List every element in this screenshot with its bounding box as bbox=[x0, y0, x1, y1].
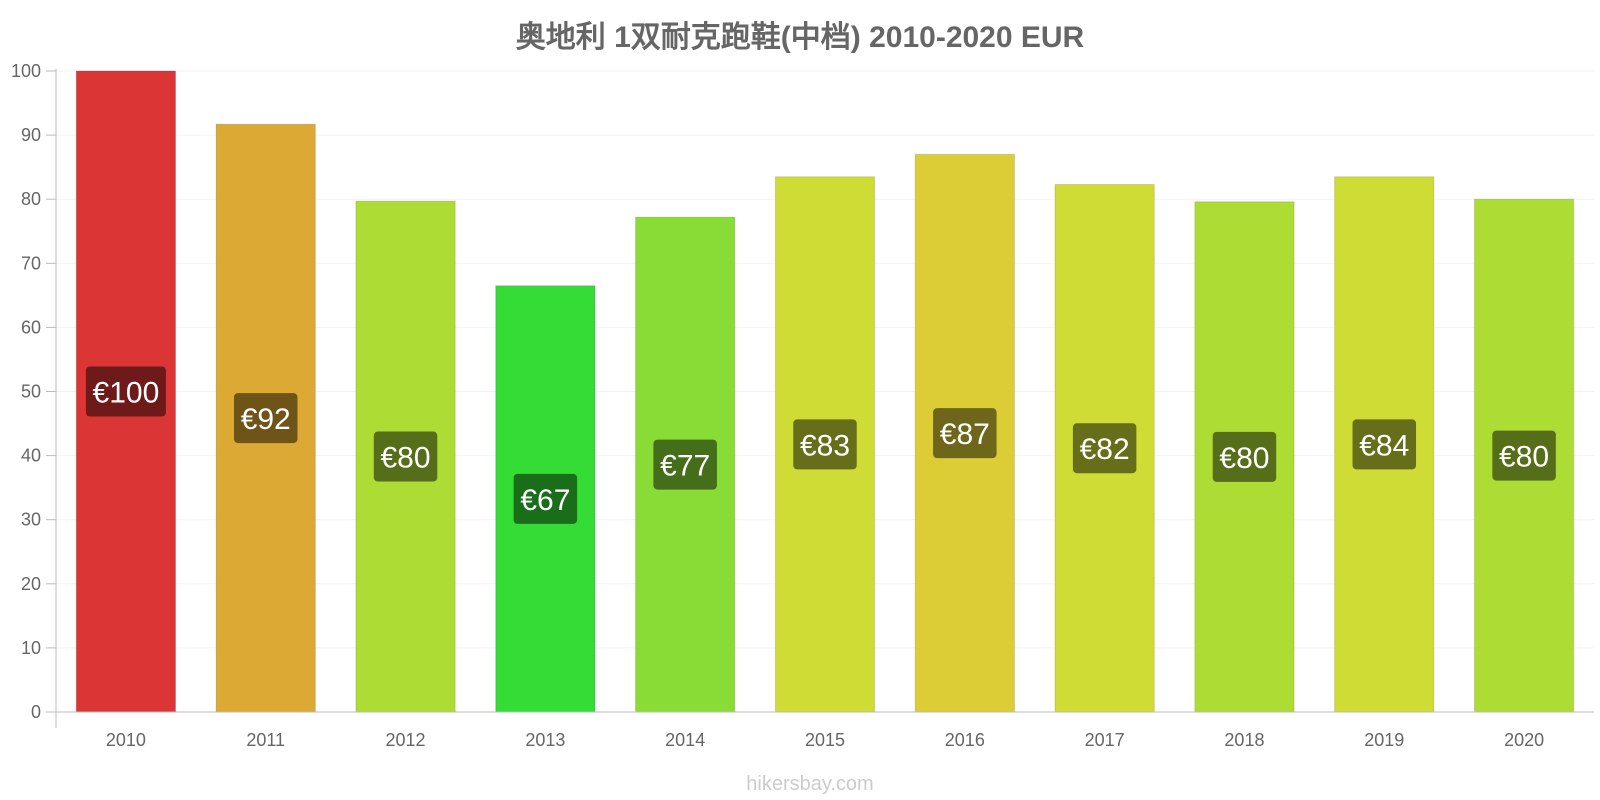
value-label-bg bbox=[1072, 423, 1137, 474]
value-label-bg bbox=[233, 393, 298, 444]
value-label-bg bbox=[1492, 430, 1556, 481]
y-tick-label: 90 bbox=[21, 125, 41, 145]
value-label: €80 bbox=[1219, 442, 1269, 475]
value-label: €80 bbox=[381, 442, 431, 475]
y-tick-label: 40 bbox=[21, 446, 41, 466]
x-tick-label: 2018 bbox=[1224, 730, 1264, 750]
value-label: €67 bbox=[520, 484, 570, 517]
y-tick-label: 70 bbox=[21, 253, 41, 273]
y-tick-label: 10 bbox=[21, 638, 41, 658]
x-tick-label: 2012 bbox=[386, 730, 426, 750]
value-label-bg bbox=[1212, 431, 1277, 482]
x-tick-label: 2011 bbox=[246, 730, 285, 750]
y-tick-label: 20 bbox=[21, 574, 41, 594]
value-label: €92 bbox=[241, 403, 291, 436]
x-tick-label: 2017 bbox=[1085, 730, 1125, 750]
y-tick-label: 50 bbox=[21, 382, 41, 402]
value-label-bg bbox=[1352, 419, 1417, 470]
value-label-bg bbox=[373, 431, 438, 482]
y-tick-label: 0 bbox=[31, 702, 41, 722]
value-label: €80 bbox=[1499, 441, 1549, 474]
value-label: €100 bbox=[93, 377, 160, 410]
value-label: €87 bbox=[940, 418, 990, 451]
y-tick-label: 30 bbox=[21, 510, 41, 530]
value-label-bg bbox=[933, 408, 997, 459]
y-tick-label: 80 bbox=[21, 189, 41, 209]
value-label-bg bbox=[653, 439, 717, 490]
x-tick-label: 2014 bbox=[665, 730, 705, 750]
x-tick-label: 2016 bbox=[945, 730, 985, 750]
x-axis: 2010 2011 2012 2013 2014 2015 2016 2017 2018 2019… bbox=[56, 711, 1594, 750]
value-label-bg bbox=[85, 366, 166, 417]
bars: €100 €92 €80 €67 €77 €83 €87 €82 €80 €84 €80 bbox=[75, 70, 1575, 713]
value-label-bg bbox=[793, 419, 857, 470]
x-tick-label: 2019 bbox=[1364, 730, 1404, 750]
x-tick-label: 2010 bbox=[106, 730, 146, 750]
value-label: €77 bbox=[660, 450, 710, 483]
y-tick-label: 60 bbox=[21, 317, 41, 337]
x-tick-label: 2020 bbox=[1504, 730, 1544, 750]
y-axis: 0 10 20 30 40 50 60 70 80 90 100 bbox=[11, 61, 57, 728]
y-tick-label: 100 bbox=[11, 61, 41, 81]
value-label: €82 bbox=[1080, 433, 1130, 466]
value-label: €84 bbox=[1359, 429, 1409, 462]
value-label: €83 bbox=[800, 429, 850, 462]
x-tick-label: 2013 bbox=[525, 730, 565, 750]
chart-title: 奥地利 1双耐克跑鞋(中档) 2010-2020 EUR bbox=[516, 20, 1085, 54]
x-tick-label: 2015 bbox=[805, 730, 845, 750]
value-label-bg bbox=[513, 473, 578, 524]
watermark: hikersbay.com bbox=[746, 773, 873, 795]
